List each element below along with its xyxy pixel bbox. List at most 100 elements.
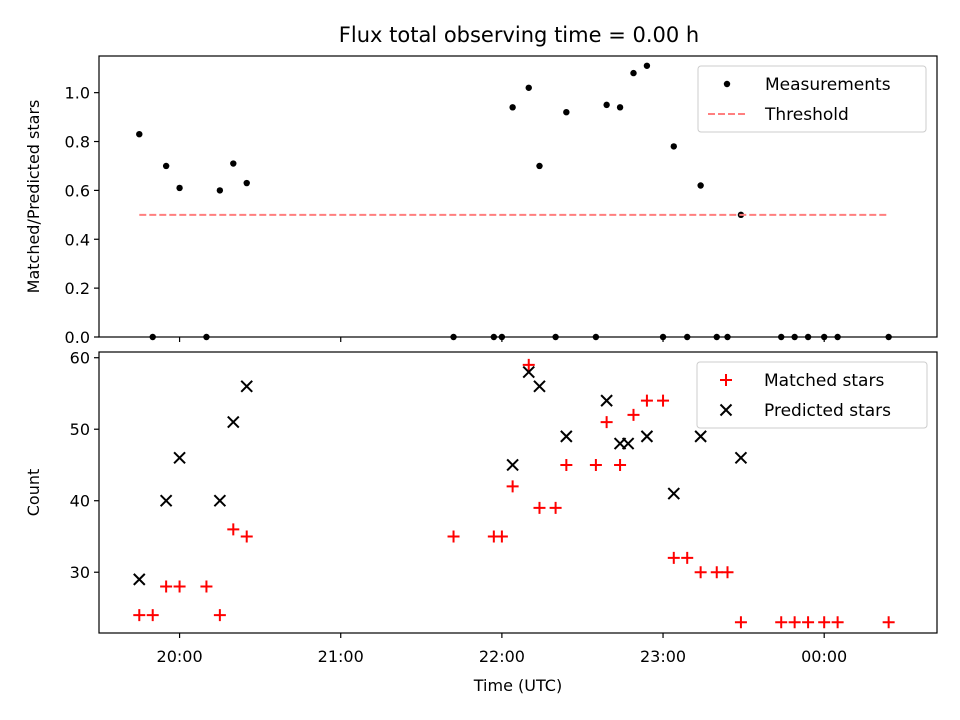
predicted-point [621, 437, 635, 450]
matched-point [734, 616, 747, 629]
measurement-point [243, 179, 250, 187]
measurement-point [525, 84, 532, 91]
legend-marker [719, 403, 733, 417]
legend: Matched stars Predicted stars [696, 361, 928, 429]
matched-point [802, 616, 815, 629]
predicted-point [522, 365, 535, 379]
predicted-point [734, 451, 748, 465]
plot-frame [98, 351, 938, 634]
x-tick-label: 22:00 [479, 647, 525, 666]
matched-point [173, 580, 186, 593]
measurement-point [136, 130, 143, 138]
matched-point [506, 480, 519, 493]
matched-point [447, 530, 460, 543]
plot-frame [98, 55, 938, 338]
measurement-point [697, 182, 704, 189]
predicted-point [213, 494, 227, 507]
x-axis-label: Time (UTC) [473, 676, 562, 695]
measurement-point [509, 104, 516, 111]
matched-point [522, 358, 535, 371]
y-tick-label: 1.0 [65, 84, 90, 103]
series-matched-stars [133, 358, 895, 629]
matched-point [495, 530, 508, 543]
legend-marker [720, 374, 732, 386]
matched-point [589, 458, 602, 471]
y-tick-label: 40 [70, 492, 90, 511]
x-tick-label: 00:00 [801, 647, 847, 666]
y-tick-label: 0.4 [65, 230, 90, 249]
x-tick-label: 23:00 [640, 647, 686, 666]
measurement-point [603, 101, 610, 109]
matched-point [667, 551, 680, 564]
measurement-point [230, 160, 237, 167]
predicted-point [173, 451, 186, 465]
measurement-point [670, 143, 677, 150]
legend-label: Matched stars [764, 371, 884, 391]
predicted-point [506, 458, 519, 472]
predicted-point [533, 380, 546, 393]
y-axis-label: Count [24, 469, 43, 517]
y-tick-label: 0.2 [65, 279, 90, 298]
matched-point [560, 458, 573, 471]
measurement-point [643, 62, 651, 69]
matched-point [549, 501, 562, 514]
predicted-point [159, 494, 173, 507]
predicted-point [600, 394, 613, 407]
legend-label: Threshold [764, 105, 849, 125]
legend-label: Measurements [765, 75, 891, 95]
matched-point [640, 394, 653, 407]
panel-1: 0.0 0.2 0.4 0.6 0.8 1.0 Matched/Predicted star… [24, 55, 938, 347]
matched-point [146, 609, 159, 622]
measurement-point [162, 162, 170, 170]
legend: Measurements Threshold [697, 65, 927, 133]
predicted-point [560, 430, 573, 443]
matched-point [614, 458, 627, 471]
matched-point [831, 616, 844, 629]
measurement-point [616, 104, 624, 111]
matched-point [533, 501, 546, 514]
series-predicted-stars [133, 365, 748, 586]
matched-point [627, 408, 640, 421]
matched-point [657, 394, 670, 407]
y-tick-label: 0.6 [65, 181, 90, 200]
matched-point [710, 566, 723, 579]
predicted-point [640, 430, 654, 443]
y-tick-label: 50 [70, 420, 90, 439]
matched-point [160, 580, 173, 593]
measurement-point [563, 109, 570, 116]
y-tick-label: 0.8 [65, 133, 90, 152]
predicted-point [667, 487, 680, 500]
matched-point [681, 551, 694, 564]
matched-point [213, 609, 226, 622]
matched-point [240, 530, 253, 543]
matched-point [600, 416, 613, 429]
panel-2: 30 40 50 60 20:00 21:00 22:00 23:00 00:00 Count Ma… [24, 349, 938, 666]
predicted-point [133, 573, 146, 586]
legend-box [697, 65, 927, 133]
matched-point [200, 580, 213, 593]
legend-label: Predicted stars [764, 401, 891, 421]
legend-box [696, 361, 928, 429]
predicted-point [227, 415, 240, 429]
measurement-point [630, 69, 637, 77]
y-axis-label: Matched/Predicted stars [24, 100, 43, 294]
measurement-point [536, 162, 543, 170]
matched-point [788, 616, 801, 629]
measurement-point [176, 184, 183, 192]
chart-title: Flux total observing time = 0.00 h [339, 23, 699, 47]
x-tick-label: 21:00 [318, 647, 364, 666]
matched-point [721, 566, 734, 579]
predicted-point [694, 430, 707, 443]
matched-point [133, 609, 146, 622]
measurement-point [216, 187, 224, 194]
y-tick-label: 30 [70, 563, 90, 582]
matched-point [775, 616, 788, 629]
legend-marker [723, 80, 731, 88]
matched-point [227, 523, 240, 536]
matched-point [694, 566, 707, 579]
predicted-point [240, 380, 253, 393]
x-tick-label: 20:00 [157, 647, 203, 666]
matched-point [882, 616, 895, 629]
y-tick-label: 60 [70, 349, 90, 368]
